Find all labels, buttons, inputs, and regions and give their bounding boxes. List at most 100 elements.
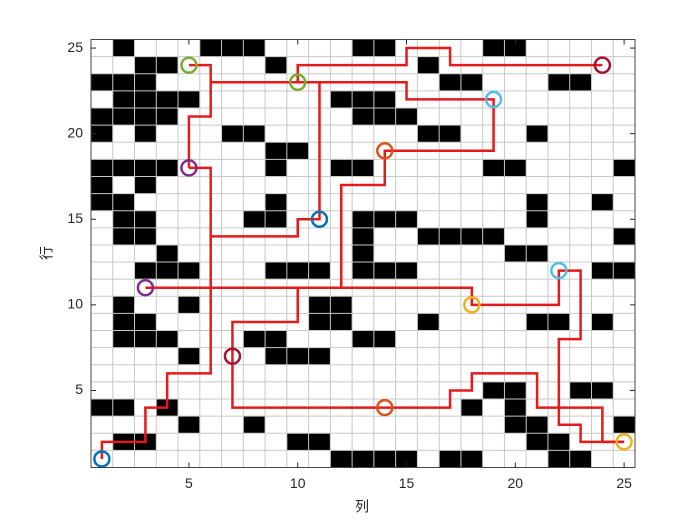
obstacle-cell <box>526 125 548 143</box>
obstacle-cell <box>417 56 440 74</box>
obstacle-cell <box>613 227 635 245</box>
x-tick-label: 15 <box>399 475 415 491</box>
x-tick-label: 20 <box>508 475 524 491</box>
obstacle-cell <box>308 296 331 314</box>
obstacle-cell <box>308 433 331 451</box>
obstacle-cell <box>134 176 157 194</box>
obstacle-cell <box>352 39 374 57</box>
obstacle-cell <box>308 347 331 365</box>
obstacle-cell <box>330 313 353 331</box>
obstacle-cell <box>243 39 266 57</box>
obstacle-cell <box>243 416 266 434</box>
obstacle-cell <box>156 262 179 280</box>
obstacle-cell <box>526 193 548 211</box>
obstacle-cell <box>265 210 287 228</box>
obstacle-cell <box>547 73 570 91</box>
obstacle-cell <box>591 193 614 211</box>
obstacle-cell <box>112 39 135 57</box>
obstacle-cell <box>112 210 135 228</box>
endpoint-marker <box>484 90 503 109</box>
obstacle-cell <box>112 313 135 331</box>
obstacle-cell <box>352 330 374 348</box>
obstacle-cell <box>178 296 200 314</box>
obstacle-cell <box>265 56 287 74</box>
obstacle-cell <box>417 227 440 245</box>
obstacle-cell <box>178 416 200 434</box>
obstacle-cell <box>112 296 135 314</box>
route-path <box>210 82 321 238</box>
obstacle-cell <box>352 210 374 228</box>
route-path <box>187 63 212 168</box>
obstacle-cell <box>373 90 396 108</box>
obstacle-cell <box>91 159 113 177</box>
obstacle-cell <box>569 450 592 468</box>
obstacle-cell <box>504 159 527 177</box>
obstacle-cell <box>134 125 157 143</box>
obstacle-cell <box>134 330 157 348</box>
obstacle-cell <box>373 450 396 468</box>
obstacle-cell <box>330 296 353 314</box>
endpoint-marker <box>376 398 394 417</box>
obstacle-cell <box>613 416 635 434</box>
x-axis-label: 列 <box>355 499 369 515</box>
route-path <box>145 269 625 444</box>
x-tick-label: 5 <box>185 475 193 491</box>
axes-box <box>90 39 636 468</box>
obstacle-cell <box>308 262 331 280</box>
obstacle-cell <box>526 210 548 228</box>
endpoint-marker <box>310 210 329 229</box>
obstacle-cell <box>91 107 113 126</box>
obstacle-cell <box>352 262 374 280</box>
obstacle-cell <box>265 347 287 365</box>
obstacle-cell <box>352 227 374 245</box>
obstacle-cell <box>286 142 309 160</box>
endpoint-marker <box>615 433 633 451</box>
obstacle-cell <box>373 107 396 126</box>
x-tick-label: 25 <box>616 475 632 491</box>
obstacle-cell <box>373 39 396 57</box>
obstacle-cell <box>417 125 440 143</box>
obstacle-cell <box>156 159 179 177</box>
route-path <box>296 46 603 83</box>
obstacle-cell <box>112 193 135 211</box>
obstacle-cell <box>134 227 157 245</box>
obstacle-cell <box>265 159 287 177</box>
obstacle-cell <box>482 159 505 177</box>
obstacle-cell <box>460 399 483 417</box>
obstacle-cell <box>112 73 135 91</box>
obstacle-cell <box>460 73 483 91</box>
y-tick-label: 20 <box>67 124 83 140</box>
endpoint-marker <box>288 73 307 92</box>
obstacle-cell <box>134 90 157 108</box>
obstacle-cell <box>134 262 157 280</box>
obstacle-cell <box>547 313 570 331</box>
endpoint-marker <box>463 296 481 314</box>
obstacle-cell <box>395 450 418 468</box>
obstacle-cell <box>613 159 635 177</box>
obstacle-cell <box>352 107 374 126</box>
obstacle-cell <box>156 244 179 263</box>
obstacle-cell <box>330 159 353 177</box>
obstacle-cell <box>265 262 287 280</box>
obstacle-cell <box>91 399 113 417</box>
obstacle-cell <box>547 450 570 468</box>
obstacle-cell <box>221 39 244 57</box>
obstacle-cell <box>439 450 461 468</box>
obstacle-cell <box>395 262 418 280</box>
obstacle-cell <box>439 73 461 91</box>
obstacle-cell <box>352 90 374 108</box>
obstacle-cell <box>178 347 200 365</box>
obstacle-cell <box>482 227 505 245</box>
obstacle-cell <box>286 433 309 451</box>
y-tick-label: 15 <box>67 210 83 226</box>
obstacle-cell <box>112 159 135 177</box>
obstacle-cell <box>504 399 527 417</box>
obstacle-cell <box>243 210 266 228</box>
obstacle-cell <box>526 433 548 451</box>
endpoint-marker <box>93 450 111 468</box>
obstacle-cell <box>178 262 200 280</box>
obstacle-cell <box>526 313 548 331</box>
y-tick-label: 10 <box>67 296 83 312</box>
obstacle-cell <box>482 39 505 57</box>
obstacle-cell <box>417 313 440 331</box>
